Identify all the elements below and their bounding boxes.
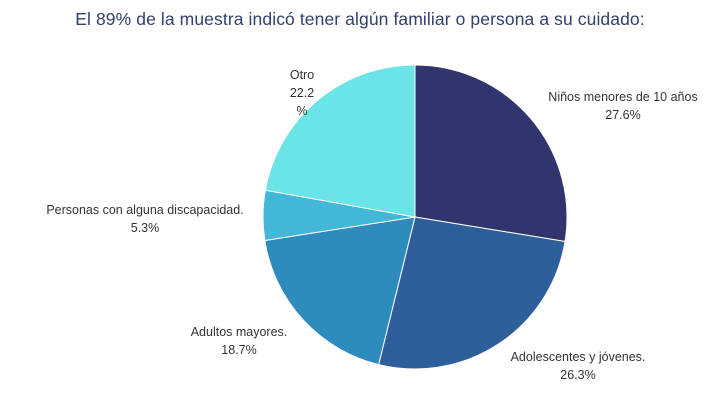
pie-slice bbox=[378, 216, 566, 370]
pie-labels: Niños menores de 10 años 27.6% Adolescente… bbox=[46, 68, 697, 382]
slice-label: Personas con alguna discapacidad. 5.3% bbox=[46, 203, 243, 235]
slice-label-value: 26.3% bbox=[560, 368, 595, 382]
pie-slice bbox=[264, 216, 416, 366]
slice-label-name: Adolescentes y jóvenes. bbox=[511, 350, 646, 364]
slice-label-name: Otro bbox=[290, 68, 314, 82]
slice-label-value: 5.3% bbox=[131, 221, 160, 235]
pie-slices bbox=[262, 64, 568, 370]
chart-title: El 89% de la muestra indicó tener algún … bbox=[75, 9, 645, 29]
pie-slice bbox=[414, 64, 568, 243]
slice-label: Otro 22.2% bbox=[290, 68, 314, 118]
slice-label: Adolescentes y jóvenes. 26.3% bbox=[511, 350, 646, 382]
slice-label-value: % bbox=[296, 104, 307, 118]
pie-slice bbox=[264, 64, 416, 218]
slice-label: Niños menores de 10 años 27.6% bbox=[548, 90, 697, 122]
slice-label-value: 22.2 bbox=[290, 86, 314, 100]
slice-label-value: 18.7% bbox=[221, 343, 256, 357]
slice-label-value: 27.6% bbox=[605, 108, 640, 122]
slice-label-name: Niños menores de 10 años bbox=[548, 90, 697, 104]
slice-label-name: Adultos mayores. bbox=[191, 325, 288, 339]
slice-label-name: Personas con alguna discapacidad. bbox=[46, 203, 243, 217]
slice-label: Adultos mayores. 18.7% bbox=[191, 325, 288, 357]
